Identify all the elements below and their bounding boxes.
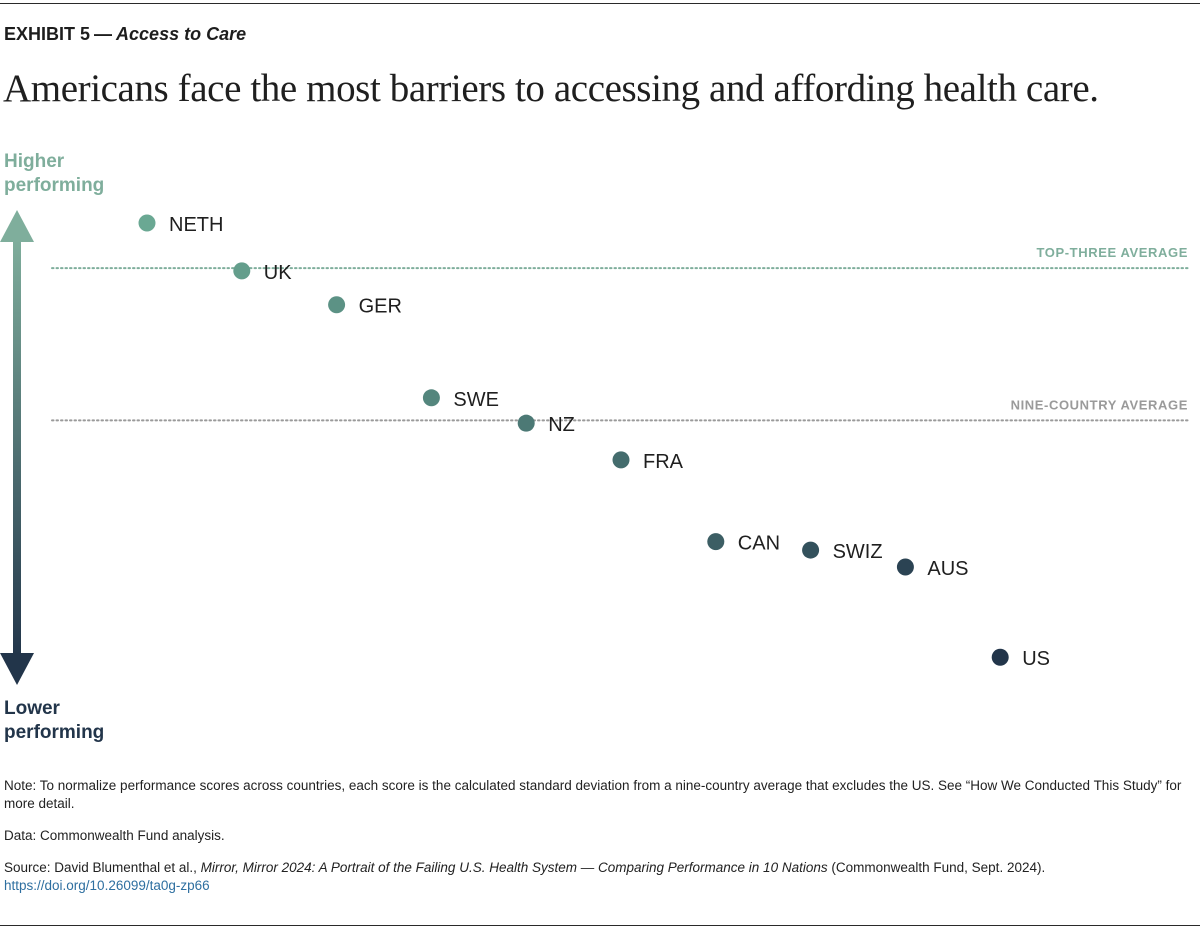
data-label-can: CAN bbox=[738, 533, 780, 555]
data-label-us: US bbox=[1022, 648, 1050, 670]
exhibit-subtitle: Access to Care bbox=[116, 24, 247, 44]
data-label-nz: NZ bbox=[548, 414, 575, 436]
axis-arrow-up-head bbox=[0, 210, 34, 242]
axis-top-line1: Higher bbox=[4, 151, 65, 172]
source-suffix: (Commonwealth Fund, Sept. 2024). bbox=[827, 860, 1046, 875]
note-text: Note: To normalize performance scores ac… bbox=[4, 778, 1182, 811]
axis-bottom-label: Lower performing bbox=[4, 697, 164, 745]
data-point-nz bbox=[517, 414, 535, 432]
exhibit-header: EXHIBIT 5— Access to Care bbox=[4, 24, 246, 45]
source-title: Mirror, Mirror 2024: A Portrait of the F… bbox=[200, 860, 828, 875]
data-point-aus bbox=[896, 558, 914, 576]
source-text: Source: David Blumenthal et al., Mirror,… bbox=[4, 859, 1189, 895]
axis-bottom-line1: Lower bbox=[4, 698, 60, 719]
data-label-neth: NETH bbox=[169, 214, 223, 236]
source-prefix: Source: David Blumenthal et al., bbox=[4, 860, 201, 875]
reference-line-label-1: NINE-COUNTRY AVERAGE bbox=[1011, 397, 1188, 412]
data-label-uk: UK bbox=[264, 262, 292, 284]
data-point-us bbox=[991, 648, 1009, 666]
data-point-uk bbox=[233, 262, 251, 280]
axis-top-line2: performing bbox=[4, 175, 105, 196]
bottom-rule bbox=[0, 925, 1200, 926]
scatter-chart: TOP-THREE AVERAGE NINE-COUNTRY AVERAGE NET… bbox=[0, 210, 1189, 685]
top-rule bbox=[0, 3, 1200, 4]
data-point-neth bbox=[138, 214, 156, 232]
doi-link[interactable]: https://doi.org/10.26099/ta0g-zp66 bbox=[4, 878, 210, 893]
data-label-swiz: SWIZ bbox=[833, 541, 883, 563]
data-label-swe: SWE bbox=[453, 389, 499, 411]
axis-arrow-shaft bbox=[13, 238, 21, 658]
axis-top-label: Higher performing bbox=[4, 150, 164, 198]
reference-line-label-0: TOP-THREE AVERAGE bbox=[1036, 245, 1188, 260]
data-point-swiz bbox=[802, 541, 820, 559]
axis-bottom-line2: performing bbox=[4, 722, 105, 743]
data-label-ger: GER bbox=[359, 296, 402, 318]
notes-section: Note: To normalize performance scores ac… bbox=[4, 777, 1189, 909]
data-point-ger bbox=[328, 296, 346, 314]
data-point-can bbox=[707, 533, 725, 551]
data-text: Data: Commonwealth Fund analysis. bbox=[4, 828, 225, 843]
chart-title: Americans face the most barriers to acce… bbox=[3, 67, 1099, 110]
data-point-swe bbox=[422, 389, 440, 407]
exhibit-label: EXHIBIT 5 bbox=[4, 24, 91, 44]
data-label-fra: FRA bbox=[643, 451, 684, 473]
data-point-fra bbox=[612, 451, 630, 469]
data-label-aus: AUS bbox=[927, 558, 968, 580]
axis-arrow-down-head bbox=[0, 653, 34, 685]
exhibit-separator: — bbox=[94, 24, 113, 44]
